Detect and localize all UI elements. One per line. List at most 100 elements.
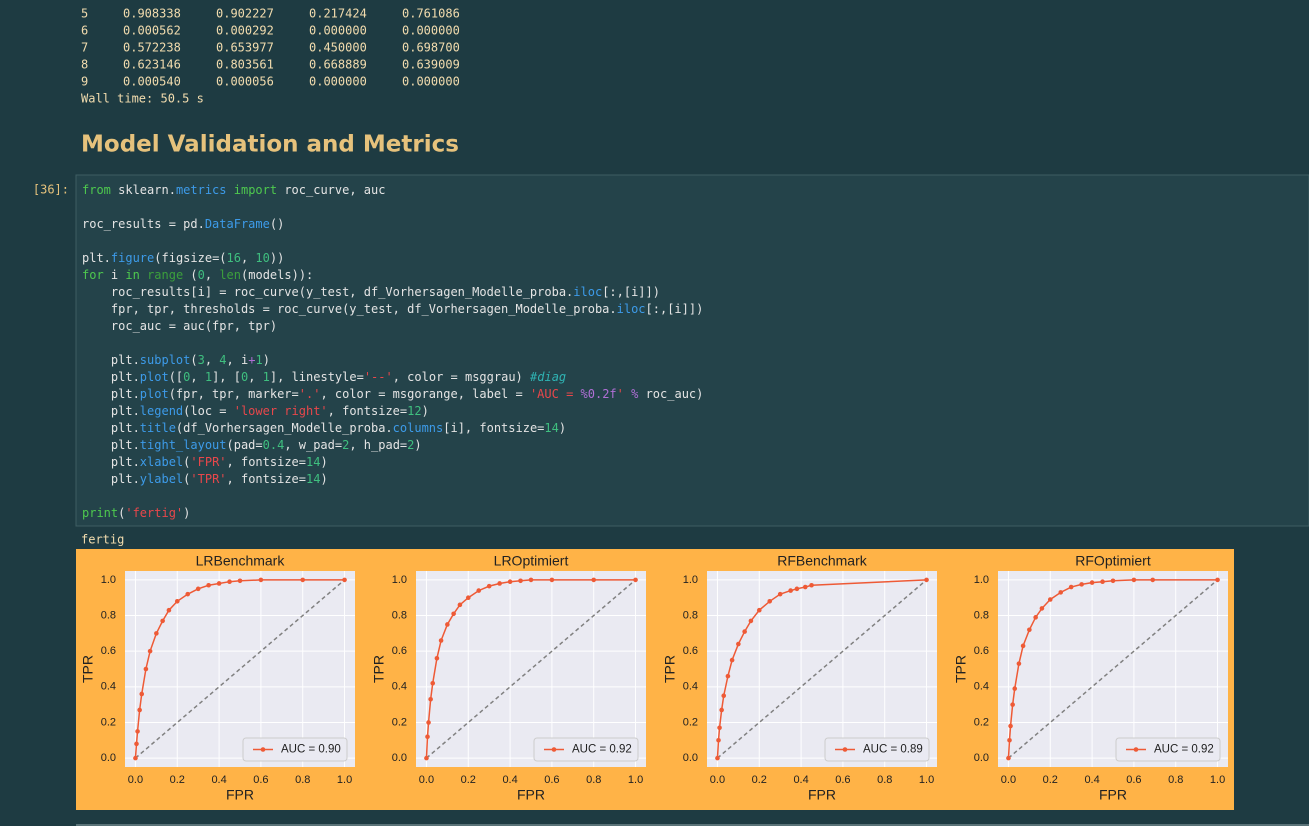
code-token: %0.2f	[581, 387, 617, 401]
code-token: 14	[306, 455, 320, 469]
table-cell: 6	[81, 24, 88, 38]
data-point	[729, 657, 735, 663]
table-cell: 0.572238	[123, 41, 181, 55]
series-line	[425, 579, 637, 759]
code-token: roc_auc)	[638, 387, 703, 401]
y-tick-label: 0.4	[392, 681, 407, 693]
code-line: plt.xlabel('FPR', fontsize=14)	[82, 455, 328, 469]
code-token: , fontsize=	[328, 404, 407, 418]
legend-marker	[842, 747, 848, 752]
data-point	[206, 582, 211, 588]
table-cell: 0.000540	[123, 75, 181, 89]
data-point	[715, 755, 720, 761]
table-cell: 7	[81, 41, 88, 55]
y-tick-label: 0.4	[101, 681, 116, 693]
data-point	[1131, 577, 1137, 583]
table-cell: 0.000292	[216, 24, 274, 38]
x-tick-label: 0.6	[544, 774, 559, 786]
data-point	[166, 607, 172, 613]
x-tick-label: 1.0	[1210, 774, 1225, 786]
code-cell[interactable]	[75, 174, 1309, 527]
x-axis-label: FPR	[1099, 787, 1127, 803]
code-token: (pad=	[227, 438, 263, 452]
section-heading: Model Validation and Metrics	[81, 132, 459, 158]
code-token: [:,[i]])	[646, 302, 704, 316]
code-token: 'FPR'	[190, 455, 226, 469]
y-tick-label: 1.0	[392, 574, 407, 586]
code-token: roc_results = pd.	[82, 217, 205, 231]
code-token: , w_pad=	[284, 438, 342, 452]
code-token: plt.	[82, 438, 140, 452]
code-token: figure	[111, 251, 154, 265]
code-line: plt.plot([0, 1], [0, 1], linestyle='--',…	[82, 370, 566, 384]
code-token: roc_auc = auc(fpr, tpr)	[82, 319, 277, 333]
code-token: , fontsize=	[227, 472, 306, 486]
data-point	[748, 618, 754, 624]
code-token: plt.	[82, 370, 140, 384]
code-token: 'fertig'	[125, 506, 183, 520]
code-line: fpr, tpr, thresholds = roc_curve(y_test,…	[82, 302, 703, 316]
data-point	[139, 691, 145, 697]
legend-marker	[260, 747, 266, 752]
x-tick-label: 0.8	[877, 774, 892, 786]
table-cell: 0.000000	[309, 24, 367, 38]
data-point	[518, 578, 523, 584]
code-token: '.'	[299, 387, 321, 401]
y-tick-label: 1.0	[974, 574, 989, 586]
y-tick-label: 0.8	[392, 609, 407, 621]
code-token: )	[263, 353, 270, 367]
x-tick-label: 0.6	[1126, 774, 1141, 786]
code-token: plt.	[82, 353, 140, 367]
code-line: plt.legend(loc = 'lower right', fontsize…	[82, 404, 429, 418]
data-point	[457, 602, 463, 608]
code-token: metrics	[176, 183, 227, 197]
code-token: (fpr, tpr, marker=	[169, 387, 299, 401]
data-point	[1058, 590, 1064, 595]
chart-title: LRBenchmark	[196, 553, 286, 569]
data-point	[777, 591, 783, 597]
data-point	[342, 577, 347, 583]
code-token	[624, 387, 631, 401]
code-line: plt.ylabel('TPR', fontsize=14)	[82, 472, 328, 486]
subplot: 0.0 0.2 0.4 0.6 0.8 1.0 0.0 0.2 0.4 0.6 0.8 1.0 LROp…	[371, 553, 646, 803]
table-cell: 0.000562	[123, 24, 181, 38]
table-cell: 0.000056	[216, 75, 274, 89]
code-line: roc_auc = auc(fpr, tpr)	[82, 319, 277, 333]
legend-label: AUC = 0.90	[281, 744, 341, 756]
x-tick-label: 0.4	[502, 774, 517, 786]
code-token: +	[248, 353, 255, 367]
x-tick-label: 0.8	[1168, 774, 1183, 786]
y-tick-label: 0.2	[683, 716, 698, 728]
legend-marker	[1133, 747, 1139, 752]
data-point	[1010, 702, 1015, 707]
cell-prompt: [36]:	[33, 183, 69, 197]
x-tick-label: 0.8	[295, 774, 310, 786]
code-line: from sklearn.metrics import roc_curve, a…	[82, 183, 385, 197]
table-cell: 0.639009	[402, 58, 460, 72]
code-token: [:,[i]])	[602, 285, 660, 299]
x-tick-label: 0.2	[752, 774, 767, 786]
code-token: , fontsize=	[227, 455, 306, 469]
x-tick-label: 0.4	[211, 774, 226, 786]
series-line	[716, 579, 928, 759]
table-cell: 0.908338	[123, 7, 181, 21]
series-line	[134, 579, 346, 759]
y-tick-label: 0.6	[974, 645, 989, 657]
series-line	[1007, 579, 1219, 759]
code-token: i	[104, 268, 126, 282]
code-token: (	[190, 353, 197, 367]
code-token: plt.	[82, 472, 140, 486]
y-axis-label: TPR	[953, 655, 969, 683]
data-point	[809, 582, 814, 588]
code-token: iloc	[617, 302, 646, 316]
table-cell: 0.000000	[309, 75, 367, 89]
data-point	[1012, 686, 1018, 691]
y-tick-label: 0.4	[974, 681, 989, 693]
data-point	[1047, 597, 1053, 602]
data-point	[1007, 737, 1012, 743]
table-cell: 0.450000	[309, 41, 367, 55]
code-token: ylabel	[140, 472, 183, 486]
data-point	[154, 631, 159, 636]
subplot: 0.0 0.2 0.4 0.6 0.8 1.0 0.0 0.2 0.4 0.6 0.8 1.0 LRBe…	[80, 553, 355, 803]
